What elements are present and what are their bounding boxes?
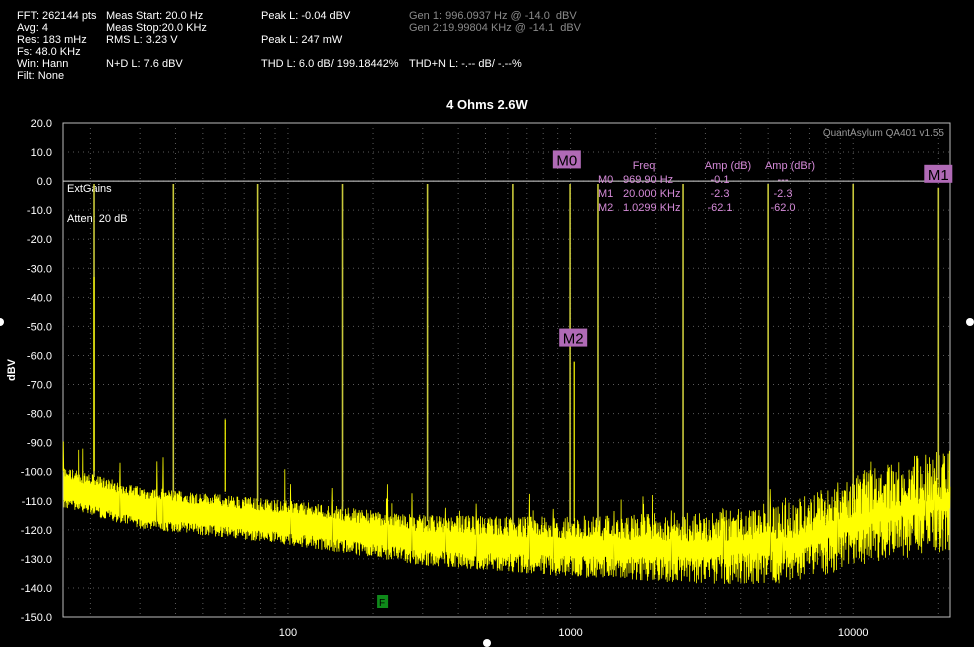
n-plus-d: N+D L: 7.6 dBV: [106, 58, 183, 70]
watermark-label: QuantAsylum QA401 v1.55: [823, 128, 945, 139]
meas-start: Meas Start: 20.0 Hz: [106, 10, 204, 22]
y-tick-label: -40.0: [27, 292, 52, 304]
y-tick-label: -70.0: [27, 380, 52, 392]
marker-table-header: Freq: [633, 160, 656, 172]
bottom-resize-handle[interactable]: [483, 639, 491, 647]
marker-box-m0: [552, 150, 581, 169]
x-tick-label: 10000: [838, 627, 869, 639]
noise-floor-trace: [62, 441, 951, 585]
rms-level: RMS L: 3.23 V: [106, 34, 178, 46]
atten-label: Atten: 20 dB: [67, 213, 128, 225]
filter-marker-label: F: [379, 598, 385, 609]
sample-rate: Fs: 48.0 KHz: [17, 46, 81, 58]
marker-label-m0: M0: [556, 152, 577, 169]
marker-table-amp-dbr: ---: [778, 174, 789, 186]
marker-table-name: M0: [598, 174, 613, 186]
x-tick-label: 1000: [558, 627, 582, 639]
filter-marker-box: [377, 595, 389, 608]
marker-table-freq: 20.000 KHz: [623, 188, 680, 200]
avg-count: Avg: 4: [17, 22, 48, 34]
x-tick-label: 100: [279, 627, 297, 639]
gen2-readout: Gen 2:19.99804 KHz @ -14.1 dBV: [409, 22, 581, 34]
y-tick-label: -50.0: [27, 321, 52, 333]
right-resize-handle[interactable]: [966, 318, 974, 326]
marker-table-amp-db: -0.1: [711, 174, 730, 186]
peak-mw: Peak L: 247 mW: [261, 34, 343, 46]
marker-table-amp-db: -2.3: [711, 188, 730, 200]
y-tick-label: 10.0: [31, 147, 52, 159]
y-tick-label: -120.0: [21, 525, 52, 537]
meas-stop: Meas Stop:20.0 KHz: [106, 22, 207, 34]
y-tick-label: -140.0: [21, 583, 52, 595]
marker-table-freq: 1.0299 KHz: [623, 202, 680, 214]
gen1-readout: Gen 1: 996.0937 Hz @ -14.0 dBV: [409, 10, 577, 22]
y-tick-label: -80.0: [27, 409, 52, 421]
filter-type: Filt: None: [17, 70, 65, 82]
marker-box-m2: [559, 328, 588, 347]
y-tick-label: -60.0: [27, 350, 52, 362]
marker-table-name: M1: [598, 188, 613, 200]
resolution: Res: 183 mHz: [17, 34, 87, 46]
y-axis-label: dBV: [6, 358, 18, 381]
chart-title: 4 Ohms 2.6W: [446, 97, 528, 112]
y-tick-label: -20.0: [27, 234, 52, 246]
y-tick-label: -110.0: [22, 496, 52, 508]
peak-dbv: Peak L: -0.04 dBV: [261, 10, 351, 22]
ext-gains-label: ExtGains: [67, 183, 112, 195]
marker-table-amp-db: -62.1: [707, 202, 732, 214]
left-resize-handle[interactable]: [0, 318, 4, 326]
y-tick-label: 0.0: [37, 176, 52, 188]
thd-readout: THD L: 6.0 dB/ 199.18442%: [261, 58, 399, 70]
marker-table-name: M2: [598, 202, 613, 214]
marker-label-m1: M1: [928, 167, 949, 184]
y-tick-label: 20.0: [31, 118, 52, 130]
y-tick-label: -30.0: [27, 263, 52, 275]
y-tick-label: -100.0: [21, 467, 52, 479]
marker-table-freq: 969.90 Hz: [623, 174, 673, 186]
marker-table-header: Amp (dBr): [765, 160, 815, 172]
y-tick-label: -10.0: [27, 205, 52, 217]
marker-table-amp-dbr: -62.0: [770, 202, 795, 214]
y-tick-label: -90.0: [27, 438, 52, 450]
y-tick-label: -150.0: [21, 612, 52, 624]
y-tick-label: -130.0: [21, 554, 52, 566]
thdn-readout: THD+N L: -.-- dB/ -.--%: [409, 58, 522, 70]
marker-table-header: Amp (dB): [705, 160, 751, 172]
marker-table-amp-dbr: -2.3: [774, 188, 793, 200]
window-type: Win: Hann: [17, 58, 69, 70]
fft-points: FFT: 262144 pts: [17, 10, 97, 22]
marker-label-m2: M2: [563, 331, 584, 348]
marker-box-m1: [924, 164, 953, 183]
